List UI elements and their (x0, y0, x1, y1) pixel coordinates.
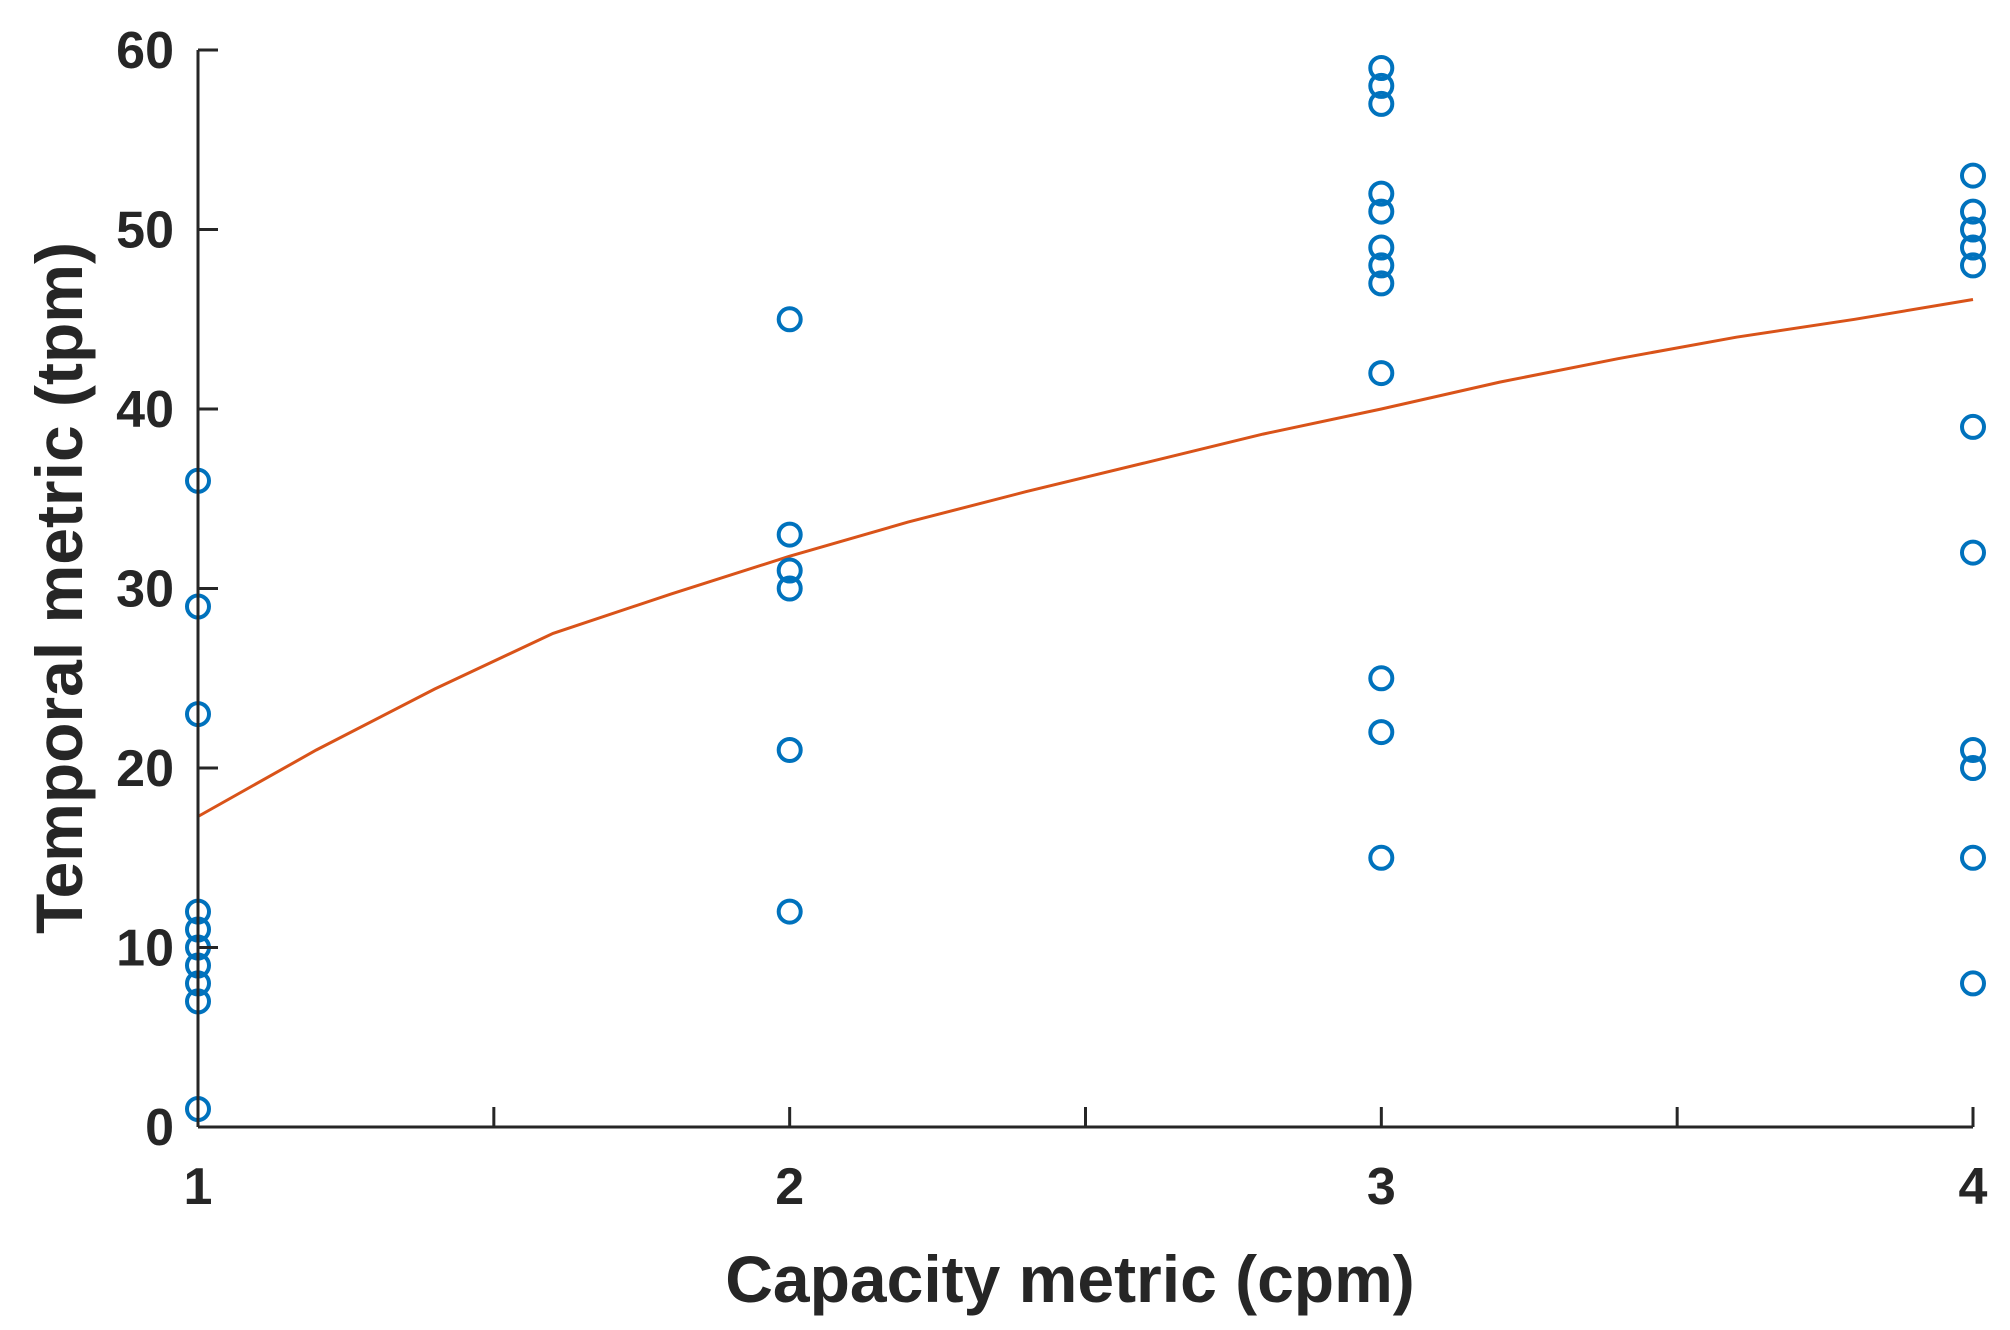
scatter-point (1960, 234, 1986, 261)
scatter-point (1960, 755, 1986, 781)
scatter-point (1960, 216, 1986, 243)
x-tick-label: 3 (1367, 1158, 1396, 1216)
scatter-point (1368, 665, 1395, 692)
y-tick-label: 40 (116, 381, 174, 439)
fit-curve-layer (197, 298, 1974, 818)
scatter-point (1368, 844, 1395, 871)
scatter-point (1960, 162, 1986, 189)
scatter-point (776, 306, 803, 333)
scatter-point (1960, 737, 1986, 763)
x-tick-label: 2 (775, 1158, 804, 1216)
y-tick-label: 30 (116, 561, 174, 619)
scatter-point (1960, 198, 1986, 225)
scatter-point (1960, 539, 1986, 566)
scatter-point (1368, 180, 1395, 207)
scatter-point (776, 575, 803, 602)
scatter-point (1368, 234, 1395, 261)
scatter-point (1960, 413, 1986, 440)
scatter-point (1960, 970, 1986, 997)
scatter-point (1960, 844, 1986, 871)
scatter-point (1368, 198, 1395, 225)
scatter-point (776, 737, 803, 763)
scatter-point (1368, 55, 1395, 81)
scatter-point (776, 557, 803, 584)
labels: Capacity metric (cpm) Temporal metric (t… (22, 242, 1415, 1316)
y-axis-label: Temporal metric (tpm) (22, 242, 96, 934)
scatter-point (1368, 719, 1395, 746)
y-tick-label: 20 (116, 740, 174, 798)
scatter-point (776, 521, 803, 548)
scatter-points-layer (185, 55, 1986, 1122)
fit-curve-line (197, 298, 1974, 818)
scatter-point (1368, 90, 1395, 117)
scatter-point (1368, 72, 1395, 99)
y-tick-label: 0 (145, 1099, 174, 1157)
scatter-point (1368, 252, 1395, 279)
scatter-point (776, 898, 803, 925)
scatter-point (1368, 270, 1395, 297)
x-axis-label: Capacity metric (cpm) (725, 1242, 1415, 1316)
y-tick-label: 10 (116, 920, 174, 978)
scatter-point (1960, 252, 1986, 279)
y-tick-label: 50 (116, 202, 174, 260)
y-tick-label: 60 (116, 22, 174, 80)
x-tick-label: 4 (1959, 1158, 1988, 1216)
x-tick-label: 1 (184, 1158, 213, 1216)
scatter-point (1368, 360, 1395, 387)
